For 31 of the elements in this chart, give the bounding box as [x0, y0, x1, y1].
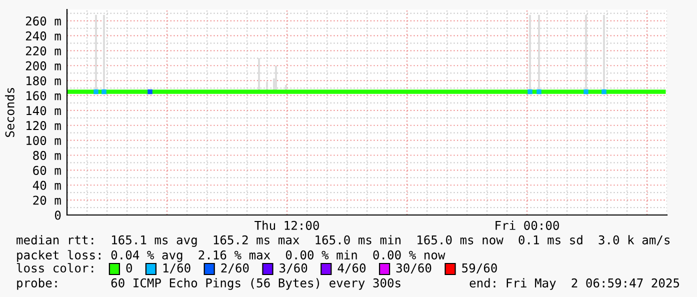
legend-label: 1/60	[163, 263, 190, 274]
y-tick-label: 180 m	[26, 76, 61, 86]
text: median rtt: 165.1 ms avg 165.2 ms max 165.0 ms min 165.0 ms now 0.1 ms sd 3.0 k am/s	[16, 235, 670, 247]
y-tick-label: 220 m	[26, 46, 61, 56]
y-axis-title: Seconds	[5, 88, 14, 137]
y-tick-label: 240 m	[26, 31, 61, 41]
legend-label: 59/60	[462, 263, 497, 274]
y-tick-label: 100 m	[26, 136, 61, 146]
x-tick-label: Fri 00:00	[496, 220, 559, 230]
legend-label: 0	[126, 263, 132, 273]
legend-label: 30/60	[396, 263, 432, 274]
y-tick-label: 260 m	[26, 16, 61, 26]
y-tick-label: 120 m	[26, 121, 61, 130]
y-tick-label: 160 m	[26, 91, 61, 100]
y-tick-label: 140 m	[26, 106, 61, 116]
legend-label: 4/60	[338, 263, 366, 274]
y-tick-label: 80 m	[33, 150, 61, 160]
text: end: Fri May 2 06:59:47 2025	[470, 278, 680, 290]
y-tick-label: 20 m	[33, 196, 61, 205]
legend-title: loss color:	[16, 263, 94, 273]
legend-label: 3/60	[280, 263, 308, 274]
text: probe: 60 ICMP Echo Pings (56 Bytes) every 300s	[17, 278, 400, 290]
x-tick-label: Thu 12:00	[254, 220, 319, 230]
bar	[258, 58, 260, 92]
text: packet loss: 0.04 % avg 2.16 % max 0.00 % min 0.00 % now	[17, 250, 446, 262]
y-tick-label: 200 m	[26, 61, 61, 70]
y-tick-label: 60 m	[33, 166, 61, 175]
y-tick-label: 40 m	[32, 180, 61, 190]
y-tick-label: 0	[54, 210, 61, 220]
legend-label: 2/60	[221, 263, 249, 274]
bar	[275, 66, 277, 92]
